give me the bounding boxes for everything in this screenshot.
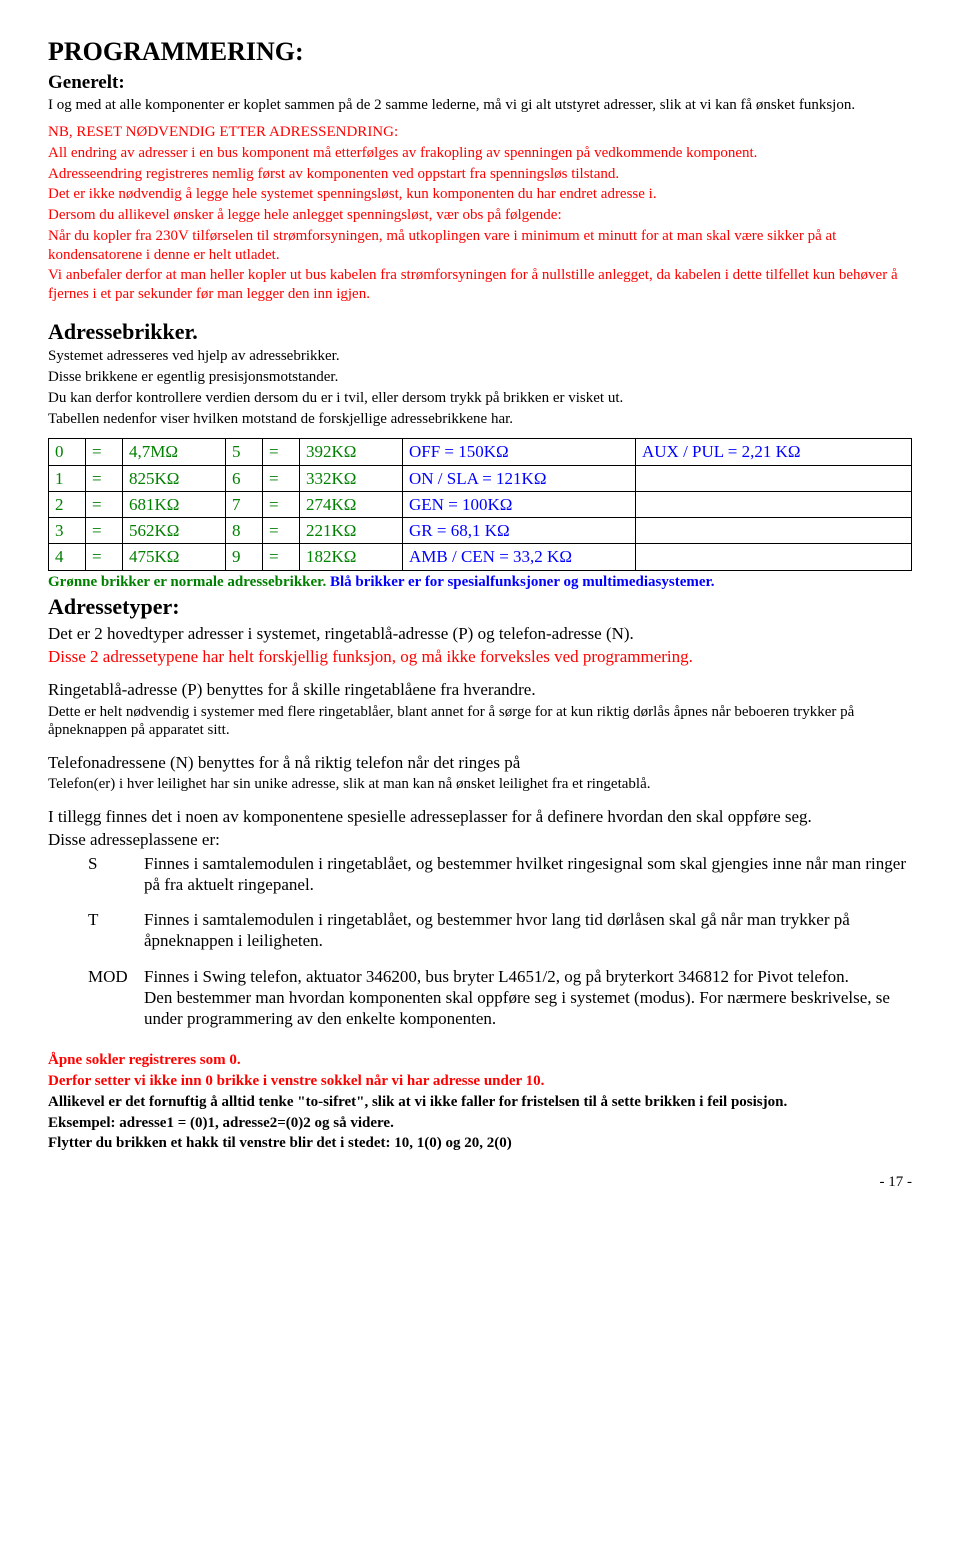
- footer-l5: Flytter du brikken et hakk til venstre b…: [48, 1134, 912, 1153]
- table-footnote: Grønne brikker er normale adressebrikker…: [48, 573, 912, 592]
- cell: 332KΩ: [300, 465, 403, 491]
- adressebrikker-p3: Du kan derfor kontrollere verdien dersom…: [48, 389, 912, 408]
- cell: =: [86, 465, 123, 491]
- cell: =: [263, 544, 300, 570]
- def-mod-text-1: Finnes i Swing telefon, aktuator 346200,…: [144, 966, 912, 987]
- cell: 475KΩ: [123, 544, 226, 570]
- cell: 392KΩ: [300, 439, 403, 465]
- cell: 4: [49, 544, 86, 570]
- cell: =: [86, 518, 123, 544]
- cell: 0: [49, 439, 86, 465]
- cell: 3: [49, 518, 86, 544]
- cell: GEN = 100KΩ: [403, 491, 636, 517]
- cell: 1: [49, 465, 86, 491]
- table-row: 3 = 562KΩ 8 = 221KΩ GR = 68,1 KΩ: [49, 518, 912, 544]
- nb-line-5: Når du kopler fra 230V tilførselen til s…: [48, 227, 912, 265]
- adressebrikker-p2: Disse brikkene er egentlig presisjonsmot…: [48, 368, 912, 387]
- cell: OFF = 150KΩ: [403, 439, 636, 465]
- cell: 825KΩ: [123, 465, 226, 491]
- footer-l4: Eksempel: adresse1 = (0)1, adresse2=(0)2…: [48, 1114, 912, 1133]
- resistor-table: 0 = 4,7MΩ 5 = 392KΩ OFF = 150KΩ AUX / PU…: [48, 438, 912, 570]
- nb-head: NB, RESET NØDVENDIG ETTER ADRESSENDRING:: [48, 124, 398, 140]
- nb-line-2: Adresseendring registreres nemlig først …: [48, 165, 912, 184]
- cell: =: [263, 465, 300, 491]
- cell: 9: [226, 544, 263, 570]
- cell: 182KΩ: [300, 544, 403, 570]
- cell: 4,7MΩ: [123, 439, 226, 465]
- def-mod-text-2: Den bestemmer man hvordan komponenten sk…: [144, 987, 912, 1030]
- cell: 2: [49, 491, 86, 517]
- table-row: 2 = 681KΩ 7 = 274KΩ GEN = 100KΩ: [49, 491, 912, 517]
- note-green: Grønne brikker er normale adressebrikker…: [48, 574, 326, 590]
- cell: 5: [226, 439, 263, 465]
- def-t-label: T: [88, 909, 144, 952]
- def-s-text: Finnes i samtalemodulen i ringetablået, …: [144, 853, 912, 896]
- footer-l1: Åpne sokler registreres som 0.: [48, 1051, 912, 1070]
- cell: AMB / CEN = 33,2 KΩ: [403, 544, 636, 570]
- def-s-label: S: [88, 853, 144, 896]
- table-row: 0 = 4,7MΩ 5 = 392KΩ OFF = 150KΩ AUX / PU…: [49, 439, 912, 465]
- adressebrikker-head: Adressebrikker.: [48, 318, 912, 346]
- cell: ON / SLA = 121KΩ: [403, 465, 636, 491]
- note-blue: Blå brikker er for spesialfunksjoner og …: [326, 574, 714, 590]
- cell: 562KΩ: [123, 518, 226, 544]
- def-s: S Finnes i samtalemodulen i ringetablået…: [88, 853, 912, 896]
- adressebrikker-p4: Tabellen nedenfor viser hvilken motstand…: [48, 410, 912, 429]
- cell: [636, 465, 912, 491]
- adressetyper-p4a: Telefonadressene (N) benyttes for å nå r…: [48, 752, 912, 773]
- nb-line-6: Vi anbefaler derfor at man heller kopler…: [48, 266, 912, 304]
- cell: AUX / PUL = 2,21 KΩ: [636, 439, 912, 465]
- cell: 221KΩ: [300, 518, 403, 544]
- page-title: PROGRAMMERING:: [48, 36, 912, 69]
- cell: 274KΩ: [300, 491, 403, 517]
- adressetyper-p4b: Telefon(er) i hver leilighet har sin uni…: [48, 775, 912, 794]
- footer-l2: Derfor setter vi ikke inn 0 brikke i ven…: [48, 1072, 912, 1091]
- cell: 7: [226, 491, 263, 517]
- adressetyper-p3a: Ringetablå-adresse (P) benyttes for å sk…: [48, 679, 912, 700]
- adressetyper-p6: Disse adresseplassene er:: [48, 829, 912, 850]
- table-row: 4 = 475KΩ 9 = 182KΩ AMB / CEN = 33,2 KΩ: [49, 544, 912, 570]
- cell: =: [86, 544, 123, 570]
- def-t: T Finnes i samtalemodulen i ringetablået…: [88, 909, 912, 952]
- cell: =: [263, 518, 300, 544]
- cell: 6: [226, 465, 263, 491]
- nb-line-3: Det er ikke nødvendig å legge hele syste…: [48, 185, 912, 204]
- adressetyper-p2: Disse 2 adressetypene har helt forskjell…: [48, 646, 912, 667]
- nb-line-1: All endring av adresser i en bus kompone…: [48, 144, 912, 163]
- adressetyper-p3b: Dette er helt nødvendig i systemer med f…: [48, 703, 912, 741]
- def-t-text: Finnes i samtalemodulen i ringetablået, …: [144, 909, 912, 952]
- adressetyper-head: Adressetyper:: [48, 593, 912, 621]
- cell: [636, 544, 912, 570]
- cell: GR = 68,1 KΩ: [403, 518, 636, 544]
- def-mod: MOD Finnes i Swing telefon, aktuator 346…: [88, 966, 912, 1030]
- cell: 681KΩ: [123, 491, 226, 517]
- generelt-head: Generelt:: [48, 71, 912, 95]
- table-row: 1 = 825KΩ 6 = 332KΩ ON / SLA = 121KΩ: [49, 465, 912, 491]
- adressetyper-p1: Det er 2 hovedtyper adresser i systemet,…: [48, 623, 912, 644]
- generelt-p1: I og med at alle komponenter er koplet s…: [48, 96, 912, 115]
- cell: =: [263, 439, 300, 465]
- cell: =: [86, 491, 123, 517]
- page-number: - 17 -: [48, 1173, 912, 1192]
- cell: =: [86, 439, 123, 465]
- cell: =: [263, 491, 300, 517]
- cell: [636, 491, 912, 517]
- adressetyper-p5: I tillegg finnes det i noen av komponent…: [48, 806, 912, 827]
- footer-l3: Allikevel er det fornuftig å alltid tenk…: [48, 1093, 912, 1112]
- adressebrikker-p1: Systemet adresseres ved hjelp av adresse…: [48, 347, 912, 366]
- def-mod-label: MOD: [88, 966, 144, 1030]
- nb-line-4: Dersom du allikevel ønsker å legge hele …: [48, 206, 912, 225]
- cell: [636, 518, 912, 544]
- cell: 8: [226, 518, 263, 544]
